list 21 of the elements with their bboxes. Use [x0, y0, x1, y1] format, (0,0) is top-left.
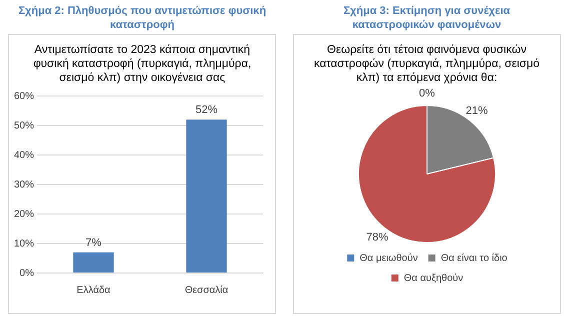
x-tick-label: Ελλάδα — [76, 284, 111, 296]
y-tick-label: 50% — [14, 120, 34, 132]
y-tick-label: 20% — [14, 208, 34, 220]
y-tick-label: 10% — [14, 238, 34, 250]
chart-subtitle: Αντιμετωπίσατε το 2023 κάποια σημαντική φυσική καταστροφή (πυρκαγιά, πλημμύρα, σεισμό κλπ) στην οικογένεια σας — [32, 43, 252, 85]
legend-label: Θα αυξηθούν — [404, 272, 463, 284]
y-tick-label: 30% — [14, 179, 34, 190]
data-label: 78% — [366, 231, 388, 244]
chart-title: Σχήμα 3: Εκτίμηση για συνέχεια καταστροφικών φαινομένων — [342, 4, 512, 33]
text: 0% — [418, 88, 435, 100]
legend-label: Θα είναι το ίδιο — [440, 252, 508, 264]
data-label: 52% — [196, 104, 218, 116]
chart-title: Σχήμα 2: Πληθυσμός που αντιμετώπισε φυσική καταστροφή — [17, 4, 268, 33]
data-label: 21% — [465, 104, 488, 117]
data-label: 7% — [86, 236, 102, 249]
y-tick-label: 40% — [14, 150, 34, 161]
y-tick-label: 60% — [14, 90, 34, 102]
chart-subtitle: Θεωρείτε ότι τέτοια φαινόμενα φυσικών καταστροφών (πυρκαγιά, πλημμύρα, σεισμό κλπ) τα επόμενα χρόνια θα: — [312, 43, 541, 85]
legend-label: Θα μειωθούν — [359, 252, 418, 264]
x-tick-label: Θεσσαλία — [185, 284, 229, 296]
y-tick-label: 0% — [20, 268, 34, 279]
